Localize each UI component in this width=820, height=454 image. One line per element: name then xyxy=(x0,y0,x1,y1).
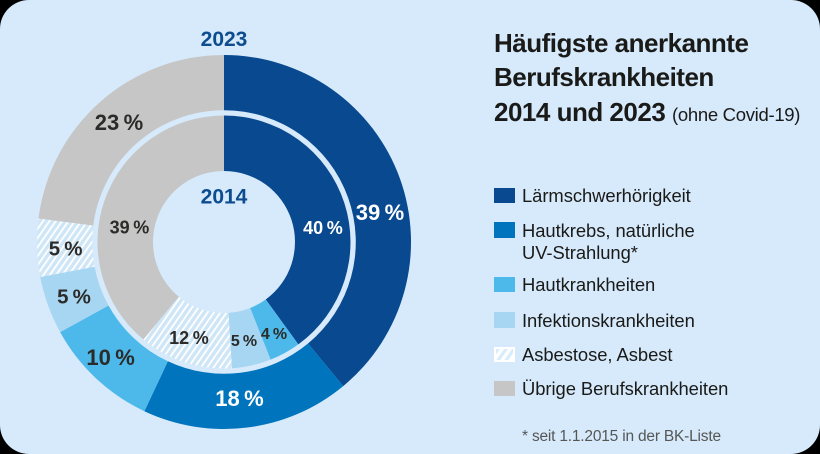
svg-text:10 %: 10 % xyxy=(86,345,134,370)
svg-text:5 %: 5 % xyxy=(57,285,91,308)
svg-text:18 %: 18 % xyxy=(215,386,263,411)
svg-text:39 %: 39 % xyxy=(110,218,150,238)
svg-text:5 %: 5 % xyxy=(231,333,257,350)
svg-text:40 %: 40 % xyxy=(303,218,343,238)
svg-text:5 %: 5 % xyxy=(49,237,83,260)
svg-text:4 %: 4 % xyxy=(261,326,287,343)
svg-text:2014: 2014 xyxy=(201,186,248,209)
svg-text:23 %: 23 % xyxy=(95,110,143,135)
svg-text:39 %: 39 % xyxy=(356,200,404,225)
svg-text:12 %: 12 % xyxy=(169,328,209,348)
svg-text:2023: 2023 xyxy=(201,28,248,51)
